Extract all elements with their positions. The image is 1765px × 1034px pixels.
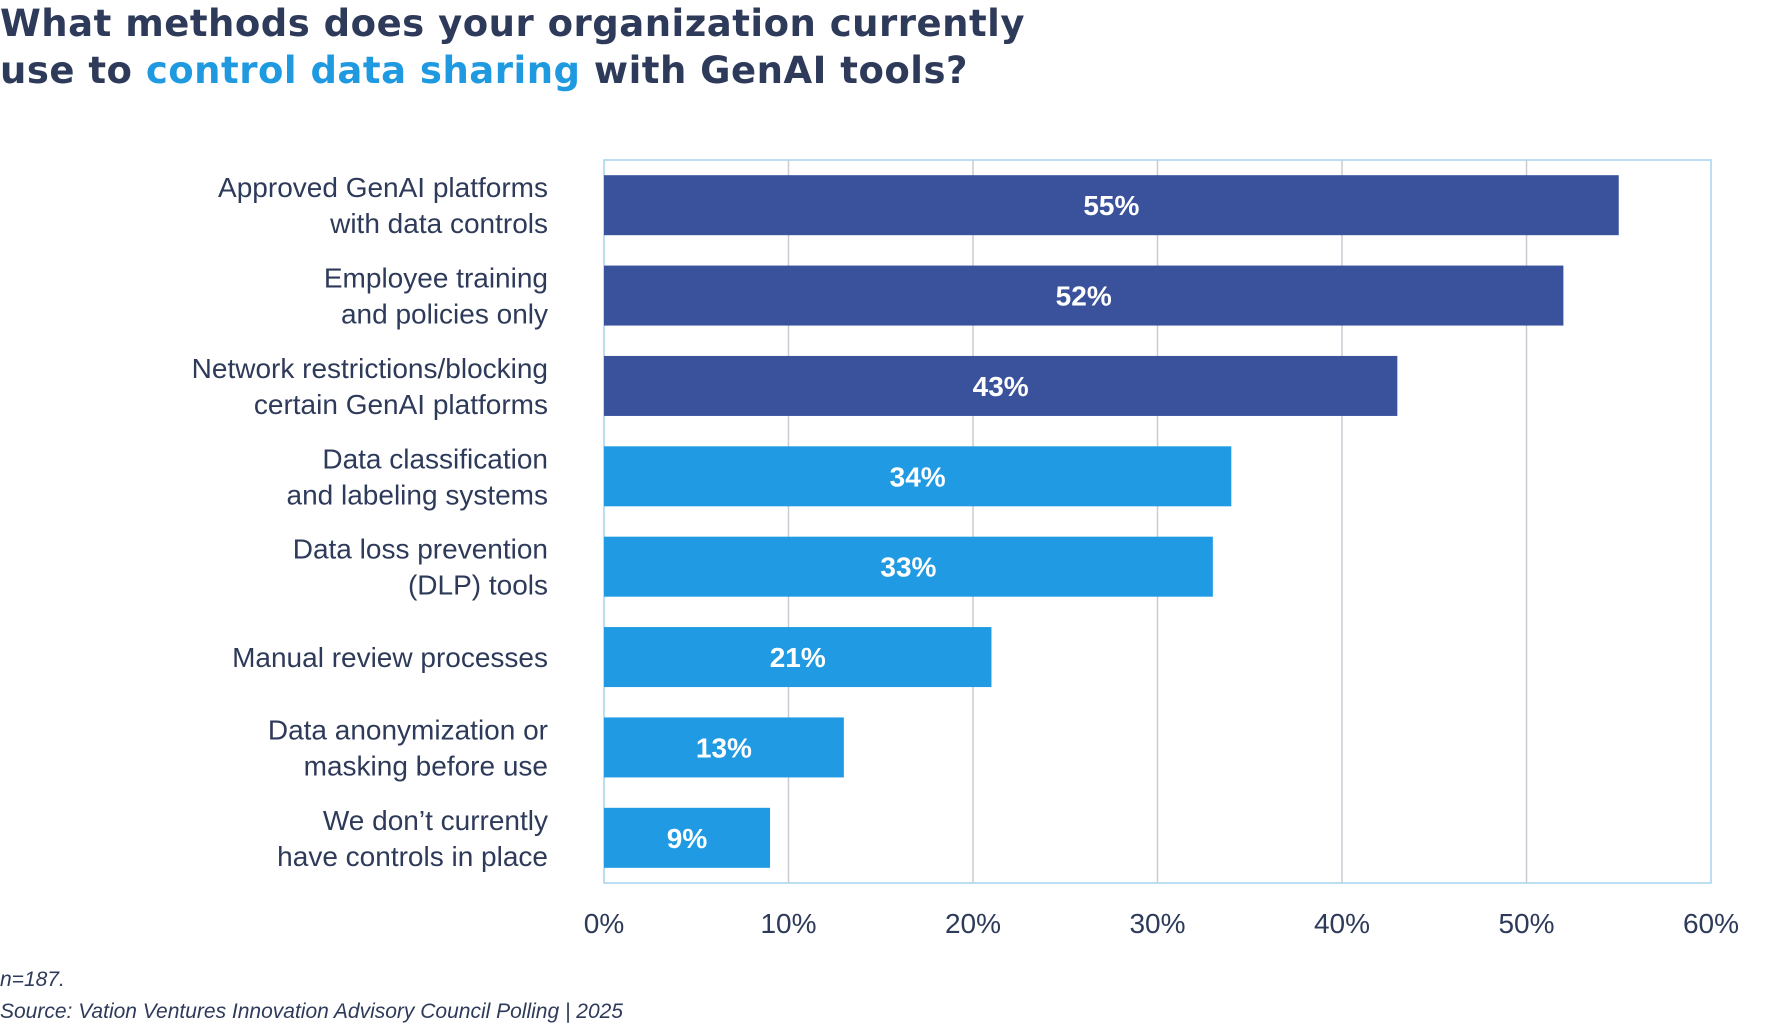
x-tick-label: 0% xyxy=(584,908,624,939)
bar xyxy=(604,807,771,868)
category-label: Manual review processes xyxy=(232,642,548,673)
category-label-line: Approved GenAI platforms xyxy=(218,172,548,203)
category-label-line: (DLP) tools xyxy=(408,570,548,601)
bar xyxy=(604,175,1619,236)
category-label-line: Network restrictions/blocking xyxy=(192,353,548,384)
bar-value-label: 52% xyxy=(1056,281,1112,312)
bar xyxy=(604,265,1564,326)
bar-value-label: 9% xyxy=(667,823,708,854)
title-line-1: What methods does your organization curr… xyxy=(0,2,1025,45)
category-label-line: masking before use xyxy=(304,750,548,781)
x-tick-label: 40% xyxy=(1314,908,1370,939)
bar-value-label: 33% xyxy=(880,552,936,583)
category-label-line: Data loss prevention xyxy=(293,534,548,565)
bar-value-label: 13% xyxy=(696,732,752,763)
category-label: Data anonymization or masking before use xyxy=(268,714,548,781)
sample-size-note: n=187. xyxy=(0,968,65,991)
x-tick-label: 60% xyxy=(1683,908,1739,939)
category-label: Approved GenAI platforms with data contro… xyxy=(218,172,548,239)
category-label-line: Employee training xyxy=(324,263,548,294)
bar-value-label: 55% xyxy=(1083,190,1139,221)
category-label-line: Manual review processes xyxy=(232,642,548,673)
category-label-line: certain GenAI platforms xyxy=(254,389,548,420)
x-tick-label: 10% xyxy=(760,908,816,939)
category-label: Data classification and labeling systems xyxy=(287,443,548,510)
category-label-line: with data controls xyxy=(329,208,548,239)
x-tick-label: 30% xyxy=(1129,908,1185,939)
bar xyxy=(604,446,1232,507)
category-label-line: Data anonymization or xyxy=(268,714,548,745)
category-label: We don’t currently have controls in place xyxy=(277,805,548,872)
chart-title: What methods does your organization curr… xyxy=(0,0,1200,94)
bar xyxy=(604,717,844,778)
category-label: Network restrictions/blocking certain Gen… xyxy=(192,353,548,420)
bar xyxy=(604,536,1213,597)
category-label: Employee training and policies only xyxy=(324,263,548,330)
category-label-line: and labeling systems xyxy=(287,479,548,510)
x-tick-label: 20% xyxy=(945,908,1001,939)
bar-value-label: 43% xyxy=(973,371,1029,402)
category-label-line: Data classification xyxy=(322,443,548,474)
title-highlight: control data sharing xyxy=(145,49,581,92)
x-tick-label: 50% xyxy=(1498,908,1554,939)
bar-value-label: 21% xyxy=(770,642,826,673)
category-label: Data loss prevention (DLP) tools xyxy=(293,534,548,601)
title-line-2-prefix: use to xyxy=(0,49,146,92)
category-label-line: have controls in place xyxy=(277,841,548,872)
bar xyxy=(604,627,992,688)
category-label-line: We don’t currently xyxy=(323,805,548,836)
bar xyxy=(604,355,1398,416)
source-note: Source: Vation Ventures Innovation Advis… xyxy=(0,1000,623,1023)
title-line-2-suffix: with GenAI tools? xyxy=(580,49,968,92)
category-label-line: and policies only xyxy=(341,299,548,330)
bar-value-label: 34% xyxy=(890,461,946,492)
